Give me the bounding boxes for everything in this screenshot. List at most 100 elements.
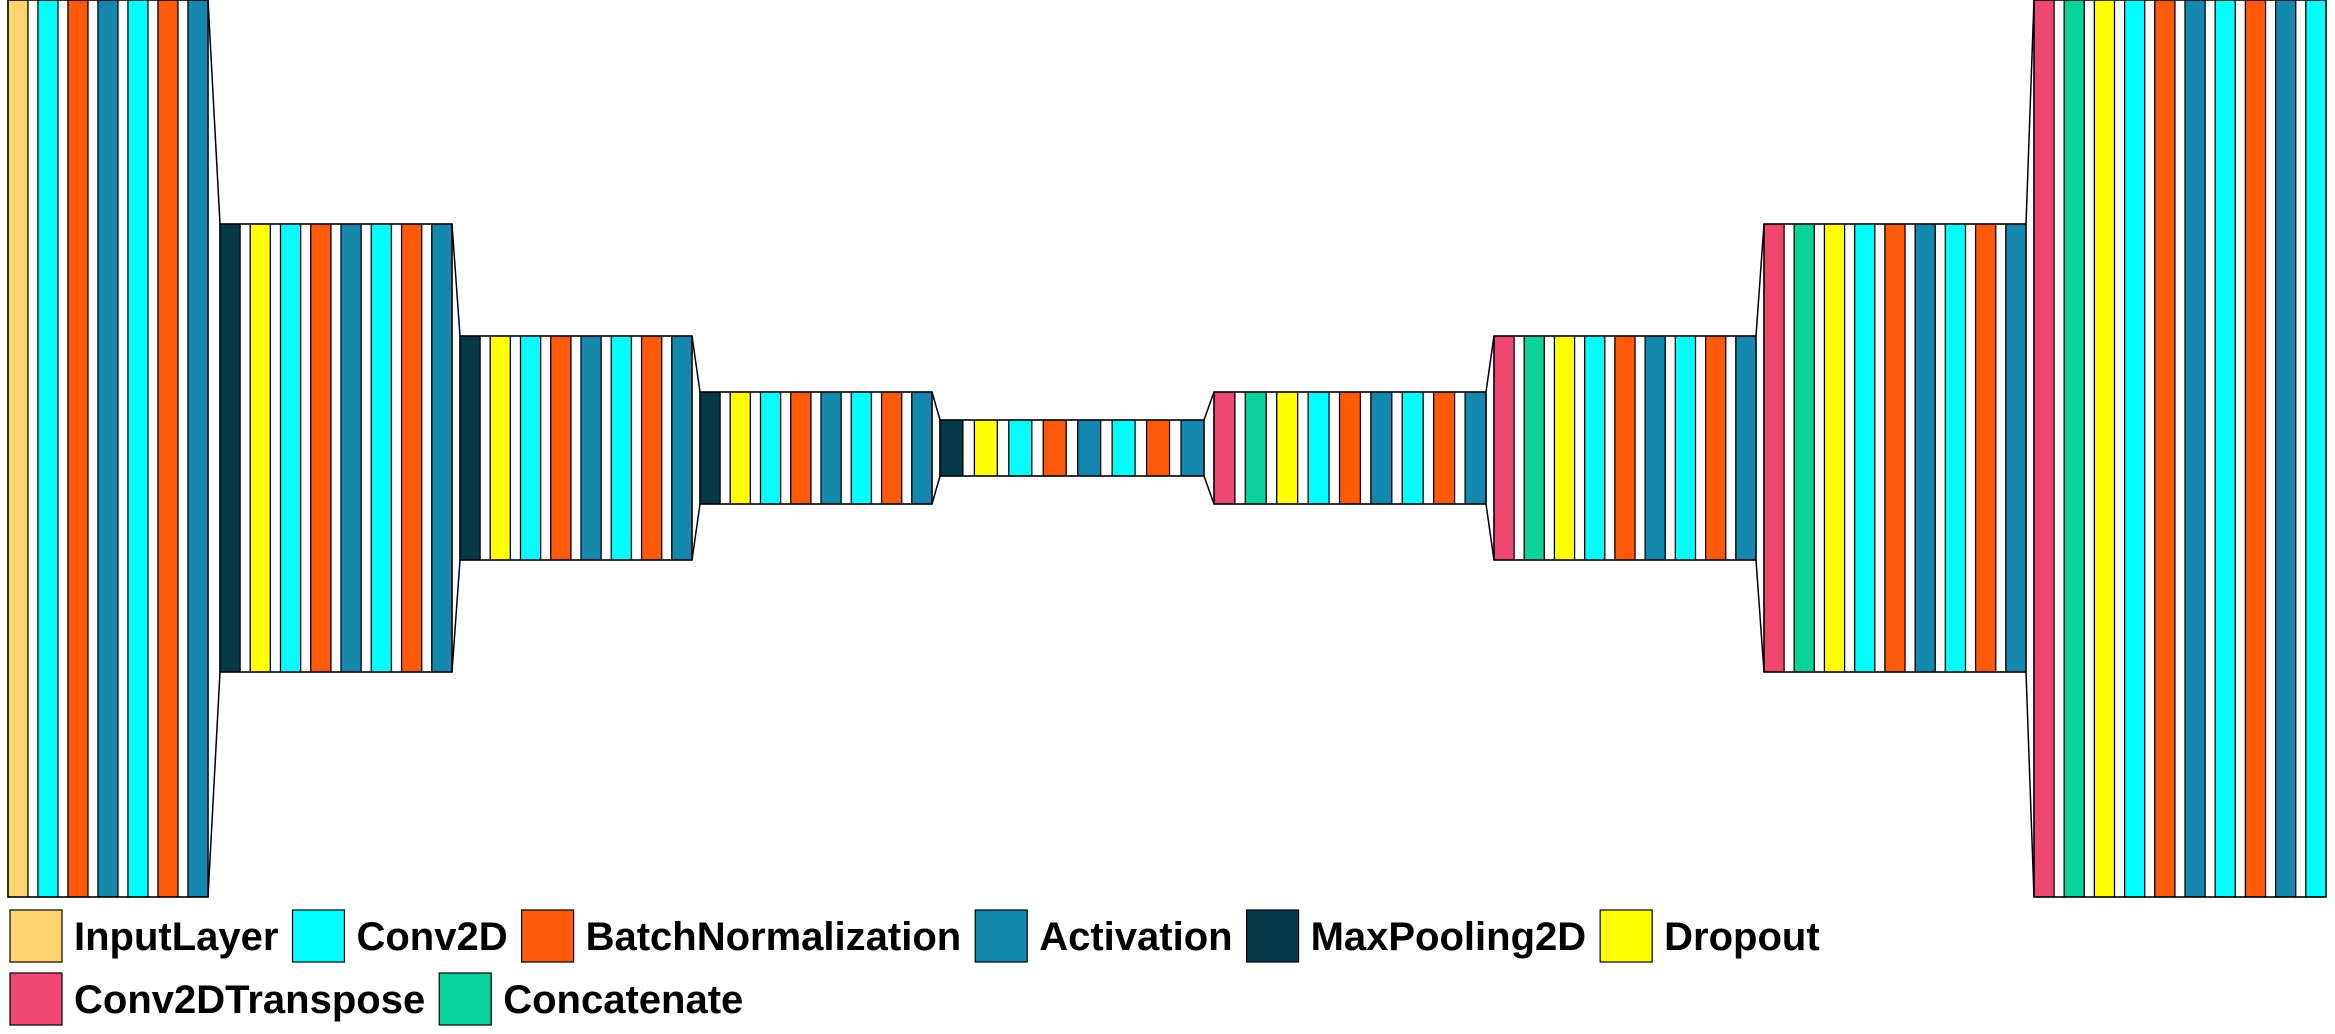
- spacer-layer-bar: [1995, 223, 2007, 673]
- spacer-layer-bar: [239, 223, 251, 673]
- legend-label: BatchNormalization: [586, 915, 962, 959]
- spacer-layer-bar: [1328, 391, 1341, 505]
- conv2-d-layer-bar: [1307, 391, 1330, 505]
- legend-label: Conv2DTranspose: [74, 978, 425, 1022]
- spacer-layer-bar: [540, 335, 552, 561]
- spacer-layer-bar: [630, 335, 643, 561]
- legend-swatch: [9, 972, 63, 1026]
- batch-normalization-layer-bar: [2244, 0, 2267, 898]
- stage-outline: [1763, 223, 2027, 673]
- connector-bottom-line: [451, 559, 461, 673]
- connector-bottom-line: [207, 671, 221, 898]
- decoder-block-1: [1213, 391, 1487, 505]
- spacer-layer-bar: [177, 0, 189, 898]
- connector-top-line: [1203, 391, 1215, 421]
- connector-bottom-line: [931, 475, 941, 505]
- bottleneck-block: [939, 419, 1205, 477]
- conv2-d-transpose-layer-bar: [1213, 391, 1236, 505]
- spacer-layer-bar: [2174, 0, 2186, 898]
- conv2-d-layer-bar: [850, 391, 873, 505]
- spacer-layer-bar: [1783, 223, 1795, 673]
- connector-bottom-line: [1485, 503, 1495, 561]
- spacer-layer-bar: [1265, 391, 1278, 505]
- conv2-d-layer-bar: [127, 0, 149, 898]
- conv2-d-layer-bar: [1008, 419, 1033, 477]
- legend-label: Concatenate: [503, 978, 743, 1022]
- spacer-layer-bar: [1664, 335, 1676, 561]
- conv2-d-layer-bar: [1674, 335, 1697, 561]
- legend-item-conv2-d: Conv2D: [291, 909, 508, 963]
- spacer-layer-bar: [1844, 223, 1856, 673]
- legend-swatch: [521, 909, 575, 963]
- max-pooling2-d-layer-bar: [219, 223, 241, 673]
- spacer-layer-bar: [600, 335, 612, 561]
- encoder-block-3: [699, 391, 933, 505]
- conv2-d-layer-bar: [1854, 223, 1876, 673]
- spacer-layer-bar: [1934, 223, 1946, 673]
- spacer-layer-bar: [2295, 0, 2307, 898]
- stage-outline: [1493, 335, 1757, 561]
- connector-bottom-line: [2025, 671, 2035, 898]
- activation-layer-bar: [431, 223, 453, 673]
- dropout-layer-bar: [489, 335, 512, 561]
- spacer-layer-bar: [2053, 0, 2065, 898]
- concatenate-layer-bar: [1523, 335, 1545, 561]
- spacer-layer-bar: [2144, 0, 2156, 898]
- activation-layer-bar: [580, 335, 602, 561]
- legend-label: InputLayer: [74, 915, 278, 959]
- activation-layer-bar: [1914, 223, 1936, 673]
- spacer-layer-bar: [1964, 223, 1977, 673]
- spacer-layer-bar: [117, 0, 129, 898]
- connector-top-line: [931, 391, 941, 421]
- legend-swatch: [291, 909, 346, 963]
- activation-layer-bar: [1180, 419, 1205, 477]
- stage-outline: [699, 391, 933, 505]
- spacer-layer-bar: [1168, 419, 1182, 477]
- conv2-d-layer-bar: [1944, 223, 1967, 673]
- encoder-block-2: [459, 335, 693, 561]
- conv2-d-layer-bar: [370, 223, 393, 673]
- dropout-layer-bar: [249, 223, 272, 673]
- conv2-d-layer-bar: [1401, 391, 1424, 505]
- dropout-layer-bar: [729, 391, 752, 505]
- spacer-layer-bar: [1134, 419, 1148, 477]
- spacer-layer-bar: [996, 419, 1010, 477]
- spacer-layer-bar: [962, 419, 976, 477]
- connector-top-line: [451, 223, 461, 337]
- spacer-layer-bar: [1813, 223, 1826, 673]
- spacer-layer-bar: [1543, 335, 1556, 561]
- spacer-layer-bar: [2234, 0, 2247, 898]
- spacer-layer-bar: [1694, 335, 1707, 561]
- conv2-d-layer-bar: [1584, 335, 1606, 561]
- spacer-layer-bar: [1725, 335, 1737, 561]
- spacer-layer-bar: [840, 391, 852, 505]
- batch-normalization-layer-bar: [67, 0, 89, 898]
- concatenate-layer-bar: [1793, 223, 1815, 673]
- activation-layer-bar: [1464, 391, 1487, 505]
- connector-bottom-line: [1755, 559, 1765, 673]
- conv2-d-layer-bar: [759, 391, 782, 505]
- legend-swatch: [438, 972, 492, 1026]
- batch-normalization-layer-bar: [1146, 419, 1171, 477]
- legend-item-max-pooling2-d: MaxPooling2D: [1245, 909, 1586, 963]
- activation-layer-bar: [1735, 335, 1757, 561]
- spacer-layer-bar: [2113, 0, 2126, 898]
- dropout-layer-bar: [1823, 223, 1846, 673]
- legend-swatch: [974, 909, 1028, 963]
- batch-normalization-layer-bar: [550, 335, 572, 561]
- layer-stages: [7, 0, 2327, 898]
- legend-label: Activation: [1039, 915, 1232, 959]
- spacer-layer-bar: [57, 0, 69, 898]
- max-pooling2-d-layer-bar: [699, 391, 721, 505]
- spacer-layer-bar: [719, 391, 731, 505]
- spacer-layer-bar: [749, 391, 762, 505]
- legend-label: Dropout: [1664, 915, 1820, 959]
- activation-layer-bar: [1370, 391, 1393, 505]
- spacer-layer-bar: [1100, 419, 1113, 477]
- spacer-layer-bar: [2204, 0, 2216, 898]
- legend-item-dropout: Dropout: [1599, 909, 1820, 963]
- connector-top-line: [1755, 223, 1765, 337]
- batch-normalization-layer-bar: [2154, 0, 2176, 898]
- spacer-layer-bar: [1904, 223, 1916, 673]
- conv2-d-layer-bar: [2124, 0, 2146, 898]
